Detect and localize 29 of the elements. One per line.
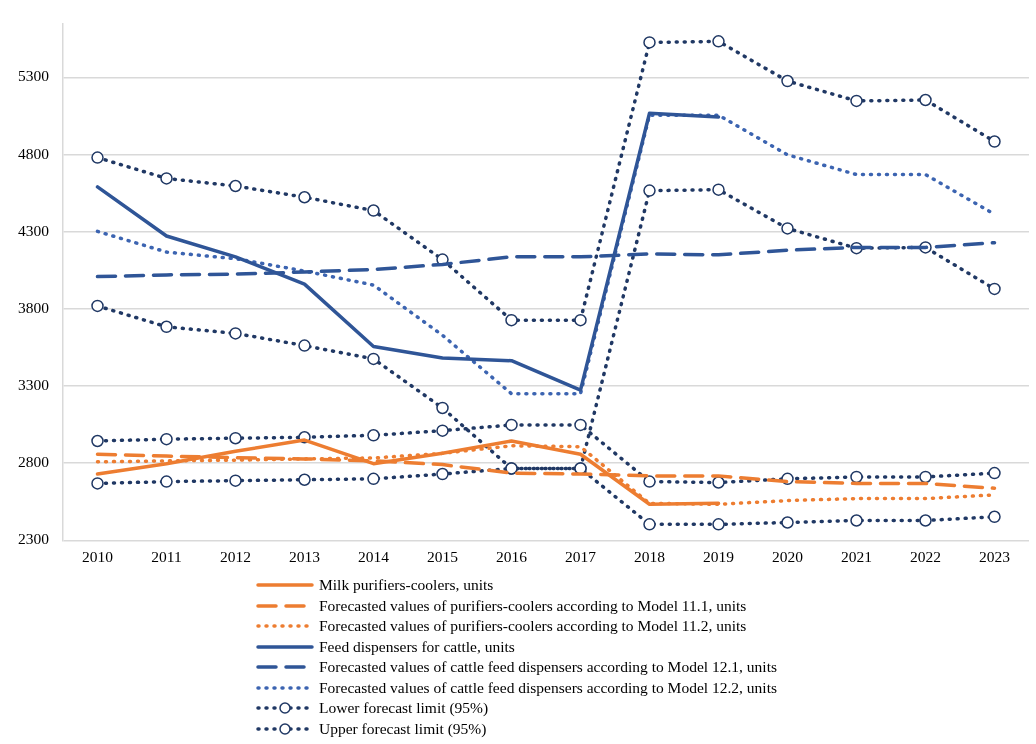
x-tick-label: 2011 bbox=[151, 547, 182, 565]
legend-label: Forecasted values of purifiers-coolers according to Model 11.2, units bbox=[319, 617, 747, 636]
x-tick-label: 2023 bbox=[979, 547, 1011, 565]
legend-label: Milk purifiers-coolers, units bbox=[319, 576, 494, 595]
legend-label: Feed dispensers for cattle, units bbox=[319, 637, 515, 656]
x-tick-label: 2022 bbox=[910, 547, 941, 565]
y-tick-label: 2300 bbox=[18, 530, 50, 548]
x-tick-label: 2020 bbox=[772, 547, 804, 565]
x-tick-label: 2015 bbox=[427, 547, 459, 565]
x-tick-label: 2012 bbox=[220, 547, 251, 565]
x-tick-label: 2014 bbox=[358, 547, 390, 565]
y-tick-label: 2800 bbox=[18, 453, 50, 471]
x-tick-label: 2021 bbox=[841, 547, 872, 565]
legend-label: Upper forecast limit (95%) bbox=[319, 719, 487, 738]
legend-label: Forecasted values of cattle feed dispensers according to Model 12.2, units bbox=[319, 678, 777, 697]
legend-label: Lower forecast limit (95%) bbox=[319, 699, 489, 718]
y-tick-label: 4800 bbox=[18, 144, 50, 162]
y-tick-label: 3300 bbox=[18, 376, 50, 394]
y-tick-label: 4300 bbox=[18, 221, 50, 239]
y-tick-label: 5300 bbox=[18, 67, 50, 85]
x-tick-label: 2019 bbox=[703, 547, 735, 565]
x-tick-label: 2017 bbox=[565, 547, 597, 565]
x-tick-label: 2018 bbox=[634, 547, 666, 565]
y-tick-label: 3800 bbox=[18, 298, 50, 316]
legend-label: Forecasted values of cattle feed dispensers according to Model 12.1, units bbox=[319, 658, 777, 677]
x-tick-label: 2010 bbox=[82, 547, 114, 565]
x-tick-label: 2013 bbox=[289, 547, 321, 565]
legend-label: Forecasted values of purifiers-coolers according to Model 11.1, units bbox=[319, 596, 747, 615]
x-tick-label: 2016 bbox=[496, 547, 528, 565]
